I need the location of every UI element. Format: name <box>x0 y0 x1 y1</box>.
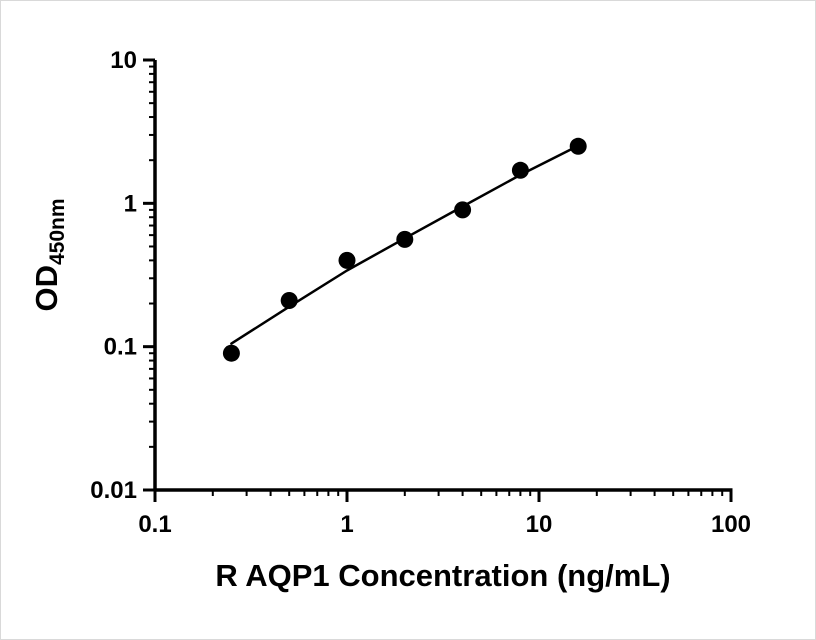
x-axis-tick-label: 10 <box>526 511 553 538</box>
data-point <box>280 292 298 309</box>
y-axis-tick-label: 0.01 <box>90 477 137 504</box>
y-axis-title-subscript: 450nm <box>46 198 69 265</box>
data-point <box>222 344 240 362</box>
data-point <box>454 201 472 219</box>
x-axis-tick-label: 0.1 <box>138 511 171 538</box>
data-point <box>569 137 587 155</box>
data-point <box>338 251 356 269</box>
y-axis-tick-label: 1 <box>124 190 137 217</box>
x-axis-title: R AQP1 Concentration (ng/mL) <box>215 558 670 593</box>
y-axis-title: OD450nm <box>29 198 69 311</box>
y-axis-tick-label: 0.1 <box>104 334 137 361</box>
data-point <box>396 230 414 248</box>
y-axis-title-main: OD <box>29 265 64 312</box>
x-axis-tick-label: 100 <box>711 511 751 538</box>
data-point <box>511 161 529 179</box>
x-axis-tick-label: 1 <box>340 511 353 538</box>
y-axis-tick-label: 10 <box>110 47 137 74</box>
